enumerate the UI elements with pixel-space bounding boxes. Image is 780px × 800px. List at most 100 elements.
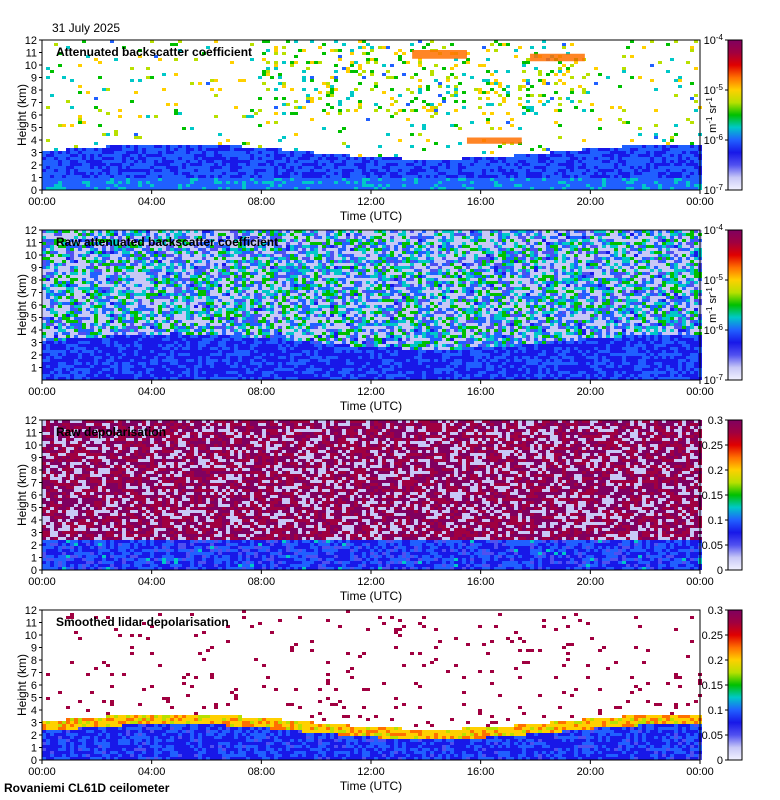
y-tick-label: 7 <box>31 288 37 300</box>
colorbar-tick-label: 0.25 <box>702 630 723 642</box>
x-tick-label: 16:00 <box>467 576 495 588</box>
x-tick-label: 00:00 <box>686 196 714 208</box>
y-tick-label: 4 <box>31 705 37 717</box>
x-tick-label: 00:00 <box>28 576 56 588</box>
colorbar-tick-label: 0.1 <box>708 705 723 717</box>
y-tick-label: 9 <box>31 643 37 655</box>
y-tick-label: 5 <box>31 123 37 135</box>
y-tick-label: 2 <box>31 160 37 172</box>
y-tick-label: 9 <box>31 453 37 465</box>
x-tick-label: 16:00 <box>467 196 495 208</box>
heatmap-cells <box>42 420 702 570</box>
x-tick-label: 00:00 <box>28 766 56 778</box>
x-tick-label: 00:00 <box>28 386 56 398</box>
y-tick-label: 10 <box>25 630 37 642</box>
panel-2: Raw attenuated backscatter coefficient12… <box>15 223 743 413</box>
x-tick-label: 20:00 <box>577 196 605 208</box>
x-axis-label: Time (UTC) <box>340 779 402 793</box>
y-tick-label: 6 <box>31 680 37 692</box>
y-axis-label: Height (km) <box>15 464 29 526</box>
x-tick-label: 08:00 <box>248 766 276 778</box>
y-tick-label: 2 <box>31 730 37 742</box>
y-tick-label: 7 <box>31 98 37 110</box>
x-tick-label: 12:00 <box>357 386 385 398</box>
x-tick-label: 04:00 <box>138 196 166 208</box>
colorbar-tick-label: 10-7 <box>704 183 724 198</box>
x-tick-label: 12:00 <box>357 196 385 208</box>
y-tick-label: 1 <box>31 743 37 755</box>
y-tick-label: 12 <box>25 605 37 617</box>
cloud-feature-4 <box>466 137 522 144</box>
colorbar-tick-label: 0.05 <box>702 730 723 742</box>
heatmap-cells <box>42 230 702 380</box>
x-axis-label: Time (UTC) <box>340 399 402 413</box>
colorbar-tick-label: 10-6 <box>704 133 724 148</box>
y-tick-label: 3 <box>31 718 37 730</box>
y-tick-label: 7 <box>31 668 37 680</box>
y-axis-label: Height (km) <box>15 84 29 146</box>
y-tick-label: 2 <box>31 350 37 362</box>
y-tick-label: 6 <box>31 110 37 122</box>
y-tick-label: 12 <box>25 35 37 47</box>
y-tick-label: 10 <box>25 250 37 262</box>
y-tick-label: 0 <box>31 185 37 197</box>
x-tick-label: 00:00 <box>686 766 714 778</box>
y-tick-label: 7 <box>31 478 37 490</box>
colorbar-tick-label: 0.25 <box>702 440 723 452</box>
x-axis-label: Time (UTC) <box>340 589 402 603</box>
cloud-feature-3 <box>530 53 585 62</box>
y-tick-label: 9 <box>31 73 37 85</box>
colorbar-unit-label: m-1 sr-1 <box>705 287 720 323</box>
colorbar-tick-label: 10-5 <box>704 83 724 98</box>
y-tick-label: 8 <box>31 655 37 667</box>
x-tick-label: 04:00 <box>138 766 166 778</box>
y-tick-label: 6 <box>31 300 37 312</box>
y-tick-label: 10 <box>25 440 37 452</box>
y-tick-label: 10 <box>25 60 37 72</box>
x-tick-label: 04:00 <box>138 386 166 398</box>
y-tick-label: 11 <box>26 428 37 440</box>
x-tick-label: 00:00 <box>686 386 714 398</box>
y-tick-label: 5 <box>31 503 37 515</box>
panel-title: Raw depolarisation <box>56 425 166 439</box>
date-label: 31 July 2025 <box>52 21 120 35</box>
colorbar-tick-label: 0 <box>717 565 723 577</box>
y-tick-label: 4 <box>31 515 37 527</box>
colorbar-tick-label: 10-5 <box>704 273 724 288</box>
x-tick-label: 16:00 <box>467 766 495 778</box>
x-tick-label: 20:00 <box>577 386 605 398</box>
colorbar-tick-label: 0.3 <box>708 605 723 617</box>
footer-label: Rovaniemi CL61D ceilometer <box>4 781 170 795</box>
y-tick-label: 11 <box>26 618 37 630</box>
y-tick-label: 12 <box>25 225 37 237</box>
y-tick-label: 2 <box>31 540 37 552</box>
colorbar-tick-label: 0.1 <box>708 515 723 527</box>
x-tick-label: 20:00 <box>577 766 605 778</box>
colorbar: 0.3 0.25 0.2 0.15 0.1 0.05 0 <box>702 605 743 767</box>
colorbar-tick-label: 10-4 <box>704 33 724 48</box>
y-tick-label: 11 <box>26 238 37 250</box>
y-tick-label: 5 <box>31 313 37 325</box>
y-tick-label: 9 <box>31 263 37 275</box>
y-tick-label: 5 <box>31 693 37 705</box>
cloud-feature-2 <box>412 50 467 59</box>
x-tick-label: 08:00 <box>248 196 276 208</box>
colorbar-tick-label: 0.2 <box>708 465 723 477</box>
y-tick-label: 6 <box>31 490 37 502</box>
y-tick-label: 1 <box>31 363 37 375</box>
y-tick-label: 1 <box>31 173 37 185</box>
y-tick-label: 11 <box>26 48 37 60</box>
y-tick-label: 8 <box>31 85 37 97</box>
colorbar-tick-label: 0.05 <box>702 540 723 552</box>
y-tick-label: 0 <box>31 565 37 577</box>
panel-1: Attenuated backscatter coefficient012345… <box>15 33 743 223</box>
y-tick-label: 8 <box>31 275 37 287</box>
x-tick-label: 12:00 <box>357 576 385 588</box>
x-tick-label: 20:00 <box>577 576 605 588</box>
colorbar: 10-4 10-5 10-6 10-7 m-1 sr-1 <box>704 223 743 388</box>
colorbar-tick-label: 0.15 <box>702 490 723 502</box>
colorbar-tick-label: 10-7 <box>704 373 724 388</box>
heatmap-cells <box>42 40 702 190</box>
